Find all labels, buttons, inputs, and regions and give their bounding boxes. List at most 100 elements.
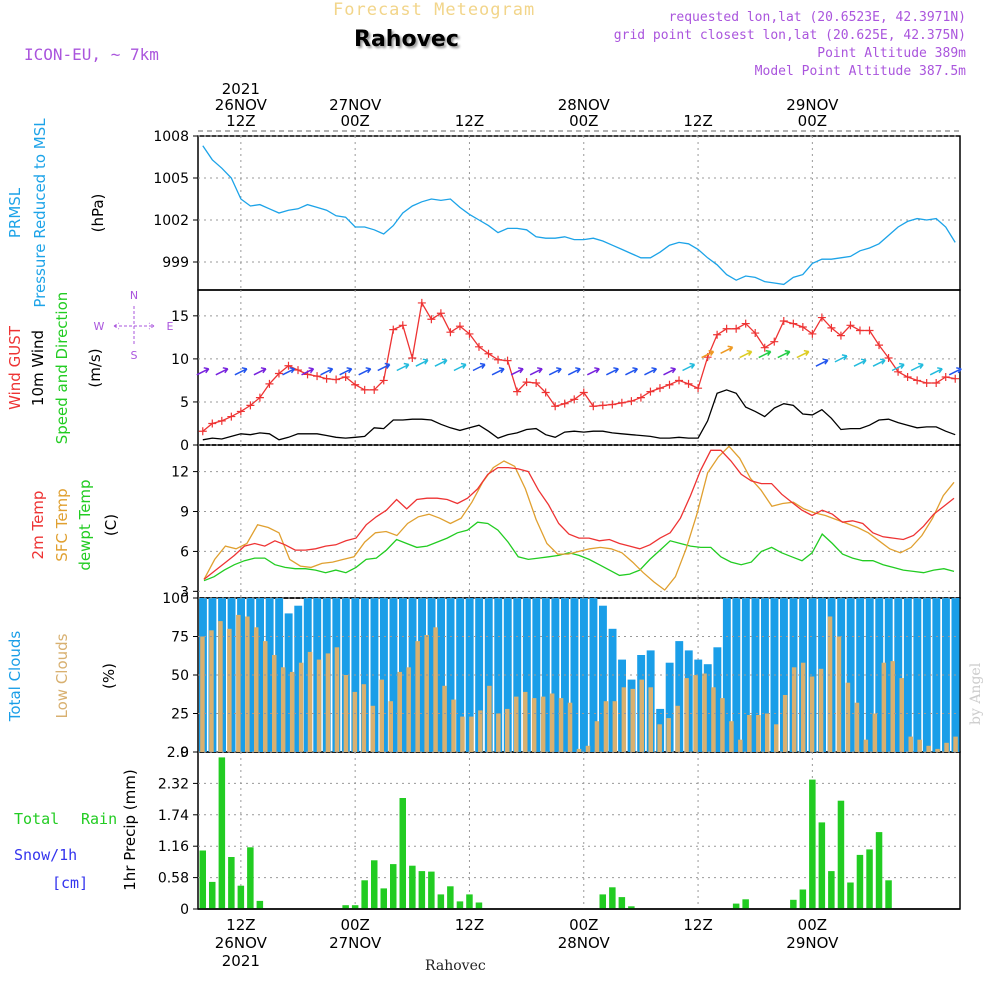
compass-rose bbox=[113, 306, 155, 346]
low-cloud-bar bbox=[415, 641, 420, 752]
low-cloud-bar bbox=[711, 687, 716, 752]
y-tick-label-3: 75 bbox=[171, 630, 189, 646]
low-cloud-bar bbox=[675, 705, 680, 752]
total-cloud-bar bbox=[675, 641, 684, 752]
gust-marker bbox=[227, 412, 236, 421]
low-cloud-bar bbox=[397, 671, 402, 752]
y-tick-label-1: 15 bbox=[171, 309, 189, 325]
point-altitude: Point Altitude 389m bbox=[817, 46, 966, 61]
top-time-label: 26NOV bbox=[215, 96, 268, 114]
wind-direction-arrow bbox=[301, 367, 315, 376]
wind-direction-arrow bbox=[644, 367, 658, 376]
low-cloud-bar bbox=[469, 716, 474, 752]
gust-marker bbox=[608, 400, 617, 409]
gust-marker bbox=[274, 369, 283, 378]
top-time-label: 29NOV bbox=[786, 96, 839, 114]
gust-marker bbox=[913, 376, 922, 385]
rain-bar bbox=[237, 885, 245, 909]
rain-bar bbox=[247, 847, 254, 909]
model-name: ICON-EU, ~ 7km bbox=[24, 45, 159, 64]
t2m-line bbox=[203, 449, 955, 580]
compass-n: N bbox=[130, 289, 138, 302]
y-tick-label-2: 12 bbox=[171, 465, 189, 481]
bottom-time-label: 00Z bbox=[798, 916, 827, 934]
low-cloud-bar bbox=[567, 702, 573, 752]
low-cloud-bar bbox=[289, 671, 295, 752]
rain-bar bbox=[409, 865, 416, 909]
low-cloud-bar bbox=[388, 701, 393, 752]
compass-w: W bbox=[94, 320, 105, 333]
gust-marker bbox=[427, 315, 436, 324]
wind10-line bbox=[202, 389, 956, 441]
wind-direction-arrow bbox=[320, 367, 334, 376]
low-cloud-bar bbox=[576, 748, 582, 752]
wind-direction-arrow bbox=[586, 367, 600, 376]
low-cloud-bar bbox=[540, 696, 546, 752]
rain-bar bbox=[809, 779, 816, 909]
top-time-label: 00Z bbox=[798, 112, 827, 130]
label-wind-gust: Wind GUST bbox=[6, 325, 24, 410]
gust-marker bbox=[627, 397, 636, 406]
low-cloud-bar bbox=[729, 721, 734, 752]
rain-bar bbox=[818, 822, 826, 909]
total-cloud-bar bbox=[437, 598, 445, 752]
gust-marker bbox=[322, 374, 331, 383]
total-cloud-bar bbox=[703, 664, 712, 752]
total-cloud-bar bbox=[570, 598, 579, 752]
wind-direction-arrow bbox=[472, 362, 486, 372]
low-cloud-bar bbox=[424, 635, 429, 752]
label-ms: (m/s) bbox=[86, 348, 104, 387]
low-cloud-bar bbox=[917, 739, 922, 752]
total-cloud-bar bbox=[846, 598, 855, 752]
rain-bar bbox=[847, 882, 854, 909]
low-cloud-bar bbox=[236, 614, 241, 752]
rain-bar bbox=[380, 888, 387, 909]
wind-direction-arrow bbox=[872, 358, 886, 367]
gust-marker bbox=[617, 398, 626, 407]
rain-bar bbox=[609, 887, 616, 909]
top-time-label: 00Z bbox=[340, 112, 369, 130]
rain-bar bbox=[628, 906, 635, 909]
label-speed-direction: Speed and Direction bbox=[53, 292, 71, 445]
wind-direction-arrow bbox=[282, 367, 296, 376]
low-cloud-bar bbox=[460, 716, 465, 752]
top-time-label: 2021 bbox=[222, 80, 260, 98]
gust-marker bbox=[551, 402, 560, 411]
gust-marker bbox=[713, 330, 722, 339]
gust-marker bbox=[370, 385, 379, 394]
rain-bar bbox=[599, 894, 606, 909]
low-cloud-bar bbox=[693, 675, 698, 752]
y-tick-label-2: 3 bbox=[180, 584, 189, 600]
gust-marker bbox=[827, 323, 836, 332]
low-cloud-bar bbox=[478, 710, 483, 752]
rain-bar bbox=[428, 871, 435, 909]
low-cloud-bar bbox=[899, 678, 904, 752]
gust-marker bbox=[246, 401, 255, 410]
rain-bar bbox=[466, 894, 473, 909]
wind-direction-arrow bbox=[625, 367, 638, 376]
wind-direction-arrow bbox=[758, 349, 772, 359]
gust-marker bbox=[503, 356, 512, 365]
rain-bar bbox=[218, 757, 226, 909]
wind-direction-arrow bbox=[910, 362, 924, 372]
header-title: Forecast Meteogram bbox=[333, 0, 536, 20]
low-cloud-bar bbox=[272, 655, 277, 752]
gust-marker bbox=[465, 329, 474, 338]
low-cloud-bar bbox=[549, 693, 555, 752]
rain-bar bbox=[209, 881, 216, 909]
top-time-label: 12Z bbox=[226, 112, 255, 130]
wind-direction-arrow bbox=[567, 367, 581, 376]
gust-marker bbox=[484, 349, 493, 358]
low-cloud-bar bbox=[505, 708, 510, 752]
total-cloud-bar bbox=[370, 598, 379, 752]
compass-e: E bbox=[167, 320, 174, 333]
low-cloud-bar bbox=[809, 676, 815, 752]
gust-marker bbox=[446, 328, 455, 337]
gust-marker bbox=[351, 380, 360, 389]
gust-marker bbox=[284, 361, 293, 370]
wind-direction-arrow bbox=[720, 345, 734, 354]
requested-coords: requested lon,lat (20.6523E, 42.3971N) bbox=[668, 10, 966, 25]
wind-direction-arrow bbox=[358, 367, 372, 376]
y-tick-label-3: 25 bbox=[171, 707, 189, 723]
